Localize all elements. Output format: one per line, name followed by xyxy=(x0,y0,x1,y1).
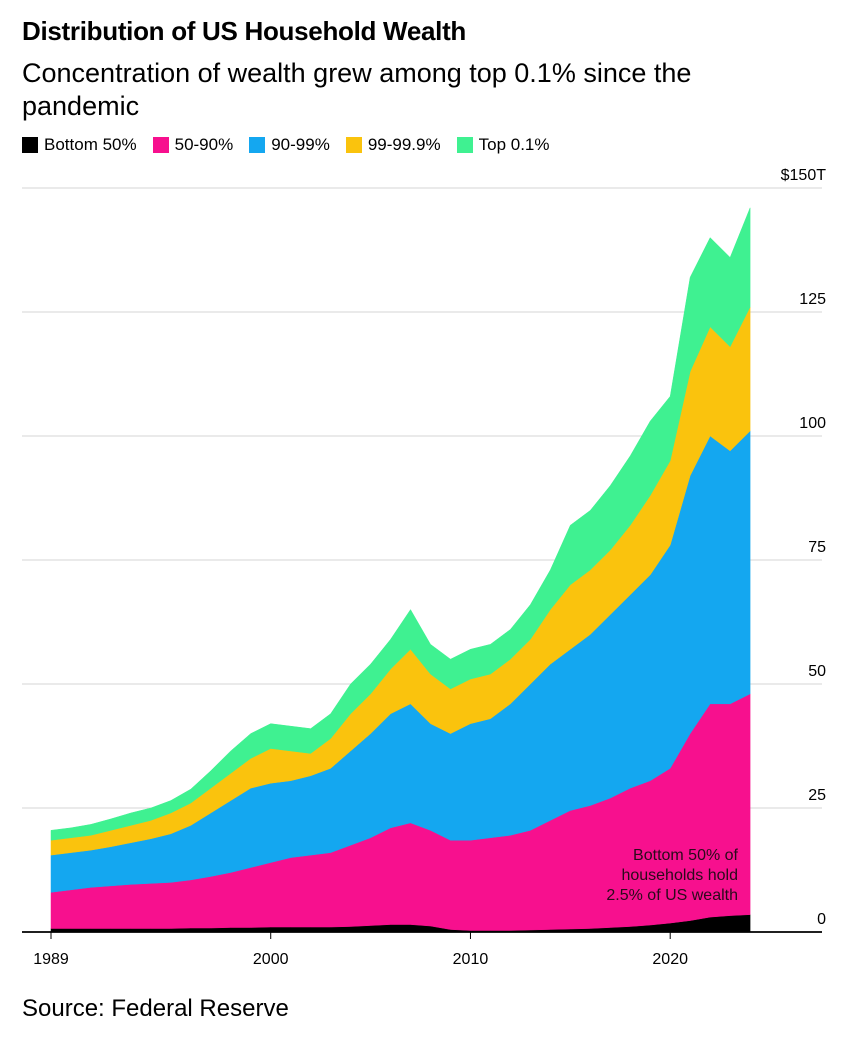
chart-subtitle: Concentration of wealth grew among top 0… xyxy=(22,58,692,121)
y-tick-label: 0 xyxy=(817,911,826,928)
legend-label: Bottom 50% xyxy=(44,135,137,154)
legend-item: 90-99% xyxy=(249,135,330,155)
legend-label: 50-90% xyxy=(174,135,234,154)
legend: Bottom 50% 50-90% 90-99% 99-99.9% Top 0.1% xyxy=(22,135,550,155)
area xyxy=(50,207,751,841)
legend-swatch xyxy=(456,137,473,153)
annotation: households hold xyxy=(621,867,738,884)
x-tick-label: 1989 xyxy=(33,951,69,968)
y-tick-label: 25 xyxy=(808,787,826,804)
y-tick-label: 75 xyxy=(808,539,826,556)
legend-item: Bottom 50% xyxy=(22,135,137,155)
legend-swatch xyxy=(345,137,362,153)
chart-title: Distribution of US Household Wealth xyxy=(22,16,467,46)
legend-item: Top 0.1% xyxy=(456,135,550,155)
y-tick-label: 50 xyxy=(808,663,826,680)
y-tick-label: 100 xyxy=(799,415,826,432)
annotation: Bottom 50% of xyxy=(633,847,739,864)
legend-label: 99-99.9% xyxy=(367,135,441,154)
legend-label: Top 0.1% xyxy=(478,135,550,154)
x-tick-label: 2020 xyxy=(652,951,688,968)
source-note: Source: Federal Reserve xyxy=(22,995,289,1022)
x-tick-label: 2010 xyxy=(453,951,489,968)
legend-item: 99-99.9% xyxy=(345,135,441,155)
annotation: 2.5% of US wealth xyxy=(606,887,738,904)
legend-swatch xyxy=(152,137,169,153)
legend-swatch xyxy=(249,137,266,153)
legend-item: 50-90% xyxy=(152,135,234,155)
x-tick-label: 2000 xyxy=(253,951,289,968)
legend-swatch xyxy=(22,137,38,153)
legend-label: 90-99% xyxy=(271,135,330,154)
y-tick-label: $150T xyxy=(781,167,827,184)
y-tick-label: 125 xyxy=(799,291,826,308)
